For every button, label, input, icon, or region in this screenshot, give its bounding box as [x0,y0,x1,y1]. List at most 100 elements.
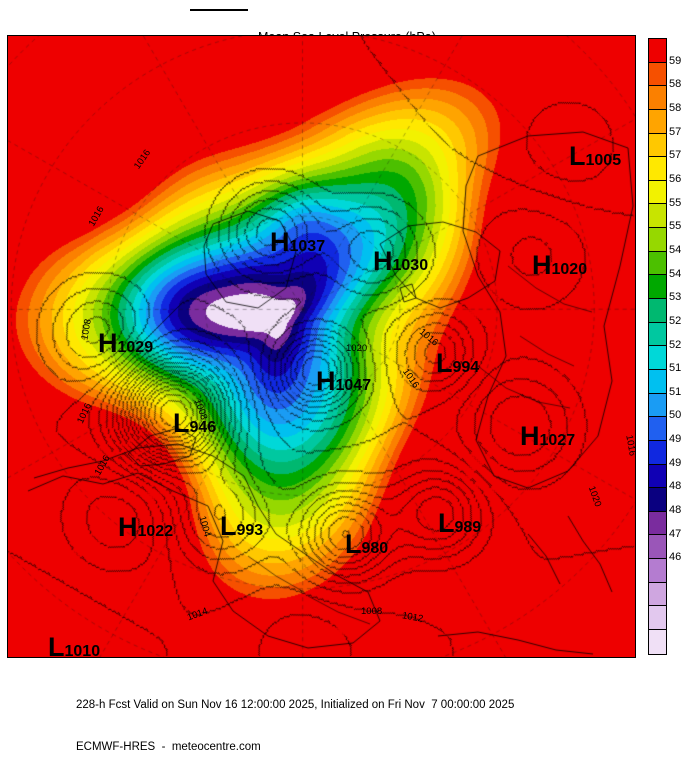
colorbar-tick-label: 528 [669,314,681,327]
colorbar-cell [649,440,666,465]
colorbar-tick-label: 534 [669,291,681,304]
colorbar-tick-label: 558 [669,196,681,209]
weather-map-frame[interactable]: H1037 H1030 L1005 H1020 H1029 L994 H1047 L946 H1… [7,35,636,658]
colorbar-cell [649,109,666,134]
low-993: L993 [220,513,264,540]
pressure-center-symbol: L [173,408,190,438]
low-994: L994 [436,350,480,377]
mslp-line-swatch [190,9,248,11]
height-colorbar-labels: 594 588 582 576 570 564 558 552 546 540 534 528 522 5… [669,38,681,655]
low-1005: L1005 [569,143,622,170]
colorbar-tick-label: 498 [669,433,681,446]
colorbar-cell [649,86,666,110]
pressure-center-symbol: H [316,366,336,396]
chart-footer: 228-h Fcst Valid on Sun Nov 16 12:00:00 … [76,670,514,768]
colorbar-cell [649,369,666,394]
colorbar-cell [649,464,666,489]
footer-validity-line: 228-h Fcst Valid on Sun Nov 16 12:00:00 … [76,699,515,711]
pressure-center-symbol: H [118,512,138,542]
colorbar-tick-label: 594 [669,54,681,67]
colorbar-cell [649,251,666,276]
pressure-center-symbol: H [270,227,290,257]
pressure-center-symbol: H [305,653,325,658]
pressure-center-symbol: H [532,250,552,280]
colorbar-cell [649,157,666,181]
pressure-center-symbol: H [373,246,393,276]
colorbar-tick-label: 576 [669,125,681,138]
colorbar-cell [649,606,666,631]
map-field-canvas [8,36,635,657]
colorbar-cell [649,39,666,63]
chart-legend-header: Mean Sea Level Pressure (hPa) 500-hPa He… [0,0,681,89]
pressure-center-value: 993 [236,522,264,539]
pressure-center-value: 1020 [551,261,588,278]
pressure-center-value: 946 [189,419,217,436]
pressure-center-value: 1030 [392,257,429,274]
high-1027: H1027 [520,423,576,450]
height-colorbar[interactable] [648,38,667,655]
pressure-center-symbol: L [569,141,586,171]
colorbar-cell [649,204,666,229]
colorbar-cell [649,180,666,205]
colorbar-tick-label: 552 [669,220,681,233]
colorbar-cell [649,299,666,323]
colorbar-cell [649,62,666,87]
pressure-center-value: 1029 [117,339,154,356]
high-1047: H1047 [316,368,372,395]
colorbar-tick-label: 564 [669,172,681,185]
pressure-center-value: 1037 [289,238,326,255]
colorbar-cell [649,559,666,583]
colorbar-tick-label: 582 [669,101,681,114]
pressure-center-symbol: H [520,421,540,451]
footer-source-line: ECMWF-HRES - meteocentre.com [76,741,261,753]
high-1029: H1029 [98,330,154,357]
colorbar-tick-label: 522 [669,338,681,351]
pressure-center-value: 1005 [585,152,622,169]
pressure-center-symbol: L [345,529,362,559]
colorbar-tick-label: 516 [669,362,681,375]
colorbar-cell [649,275,666,300]
pressure-center-value: 989 [454,519,482,536]
pressure-center-value: 1022 [137,523,174,540]
pressure-center-symbol: H [98,328,118,358]
pressure-center-value: 1010 [64,643,101,658]
colorbar-cell [649,228,666,252]
pressure-center-value: 1047 [335,377,372,394]
colorbar-cell [649,511,666,536]
pressure-center-value: 980 [361,540,389,557]
colorbar-cell [649,133,666,158]
pressure-center-value: 1027 [539,432,576,449]
colorbar-tick-label: 468 [669,551,681,564]
colorbar-tick-label: 504 [669,409,681,422]
pressure-center-value: 994 [452,359,480,376]
high-1037: H1037 [270,229,326,256]
colorbar-tick-label: 474 [669,527,681,540]
colorbar-tick-label: 546 [669,243,681,256]
high-1030: H1030 [373,248,429,275]
colorbar-cell [649,630,666,654]
low-989: L989 [438,510,482,537]
pressure-center-symbol: L [438,508,455,538]
colorbar-cell [649,322,666,347]
low-946: L946 [173,410,217,437]
pressure-center-symbol: L [436,348,453,378]
pressure-center-symbol: L [571,653,588,658]
colorbar-cell [649,393,666,418]
colorbar-tick-label: 588 [669,78,681,91]
isobar-label: 1008 [361,606,383,617]
high-1022: H1022 [118,514,174,541]
high-1020: H1020 [532,252,588,279]
colorbar-tick-label: 570 [669,149,681,162]
colorbar-tick-label: 540 [669,267,681,280]
colorbar-cell [649,535,666,560]
colorbar-cell [649,582,666,607]
colorbar-cell [649,488,666,512]
isobar-label: 1020 [346,343,368,354]
colorbar-cell [649,417,666,441]
low-980: L980 [345,531,389,558]
colorbar-cell [649,346,666,370]
pressure-center-symbol: L [220,511,237,541]
low-1010: L1010 [48,634,101,658]
colorbar-tick-label: 492 [669,456,681,469]
pressure-center-symbol: L [48,632,65,658]
